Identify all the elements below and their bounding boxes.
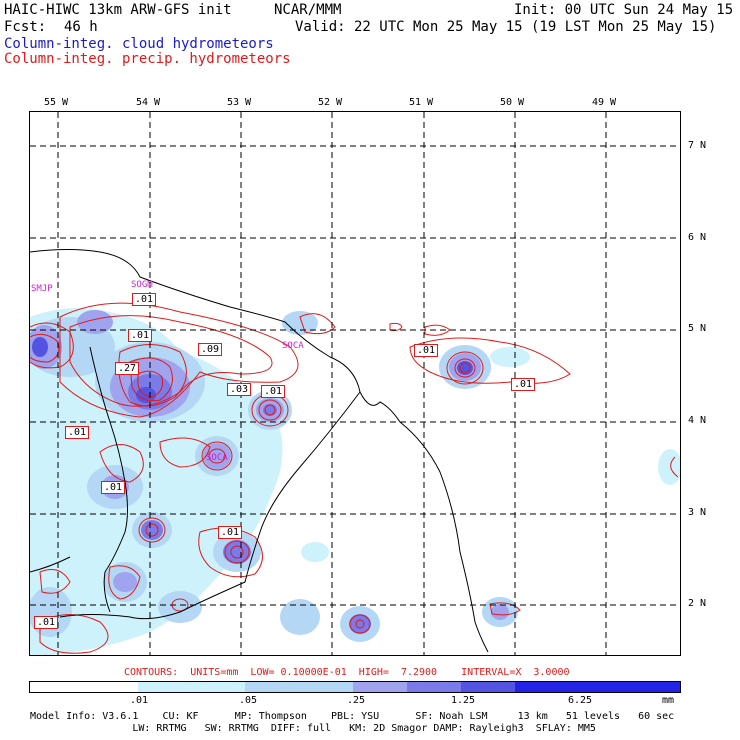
contour-label: .27 [115, 362, 140, 375]
model-info-line1: Model Info: V3.6.1 CU: KF MP: Thompson P… [30, 711, 675, 722]
colorbar-tick: 6.25 [568, 695, 593, 706]
contour-label: .01 [414, 344, 439, 357]
contour-label: .01 [101, 481, 126, 494]
org-label: NCAR/MMM [274, 2, 342, 18]
lon-label-51w: 51 W [409, 97, 434, 108]
contour-label: .03 [227, 383, 252, 396]
station-soca-2: SOCA [206, 453, 228, 463]
colorbar-segment [353, 682, 407, 692]
contour-label: .01 [132, 293, 157, 306]
station-sogm: SOGM [131, 280, 153, 290]
fcst-value: 46 h [64, 19, 98, 35]
model-info-line2: LW: RRTMG SW: RRTMG DIFF: full KM: 2D Sm… [30, 723, 596, 734]
field-cloud-label: Column-integ. cloud hydrometeors [4, 36, 274, 52]
colorbar-tick: .05 [239, 695, 258, 706]
colorbar-tick: 1.25 [451, 695, 476, 706]
lat-label-7n: 7 N [688, 140, 707, 151]
contour-label: .01 [34, 616, 59, 629]
map-panel: SMJP SOGM SOCA SOCA .01 .01 .09 .27 .03 … [29, 111, 681, 656]
lat-label-5n: 5 N [688, 323, 707, 334]
lon-label-54w: 54 W [136, 97, 161, 108]
colorbar-segment [515, 682, 680, 692]
coastline [30, 249, 489, 653]
lon-label-49w: 49 W [592, 97, 617, 108]
colorbar-segment [407, 682, 461, 692]
contour-label: .09 [198, 343, 223, 356]
contour-label: .01 [511, 378, 536, 391]
lat-label-4n: 4 N [688, 415, 707, 426]
colorbar [29, 681, 681, 693]
valid-time: Valid: 22 UTC Mon 25 May 15 (19 LST Mon … [295, 19, 717, 35]
map-title: HAIC-HIWC 13km ARW-GFS init [4, 2, 232, 18]
colorbar-segment [461, 682, 515, 692]
contour-label: .01 [128, 329, 153, 342]
init-time: Init: 00 UTC Sun 24 May 15 [514, 2, 734, 18]
map-canvas [30, 112, 680, 655]
contour-label: .01 [65, 426, 90, 439]
lon-label-50w: 50 W [500, 97, 525, 108]
contour-info: CONTOURS: UNITS=mm LOW= 0.10000E-01 HIGH… [124, 667, 570, 678]
colorbar-units: mm [662, 695, 675, 706]
lon-label-55w: 55 W [44, 97, 69, 108]
colorbar-segment [245, 682, 353, 692]
field-precip-label: Column-integ. precip. hydrometeors [4, 51, 291, 67]
contour-label: .01 [261, 385, 286, 398]
fcst-label: Fcst: [4, 19, 47, 35]
colorbar-segment [138, 682, 245, 692]
colorbar-segment [30, 682, 138, 692]
lon-label-52w: 52 W [318, 97, 343, 108]
lat-label-6n: 6 N [688, 232, 707, 243]
contour-label: .01 [218, 526, 243, 539]
lat-label-3n: 3 N [688, 507, 707, 518]
station-smjp: SMJP [31, 284, 53, 294]
colorbar-tick: .25 [347, 695, 366, 706]
lon-label-53w: 53 W [227, 97, 252, 108]
lat-label-2n: 2 N [688, 598, 707, 609]
colorbar-tick: .01 [130, 695, 149, 706]
station-soca: SOCA [282, 341, 304, 351]
precip-contours [30, 302, 679, 654]
